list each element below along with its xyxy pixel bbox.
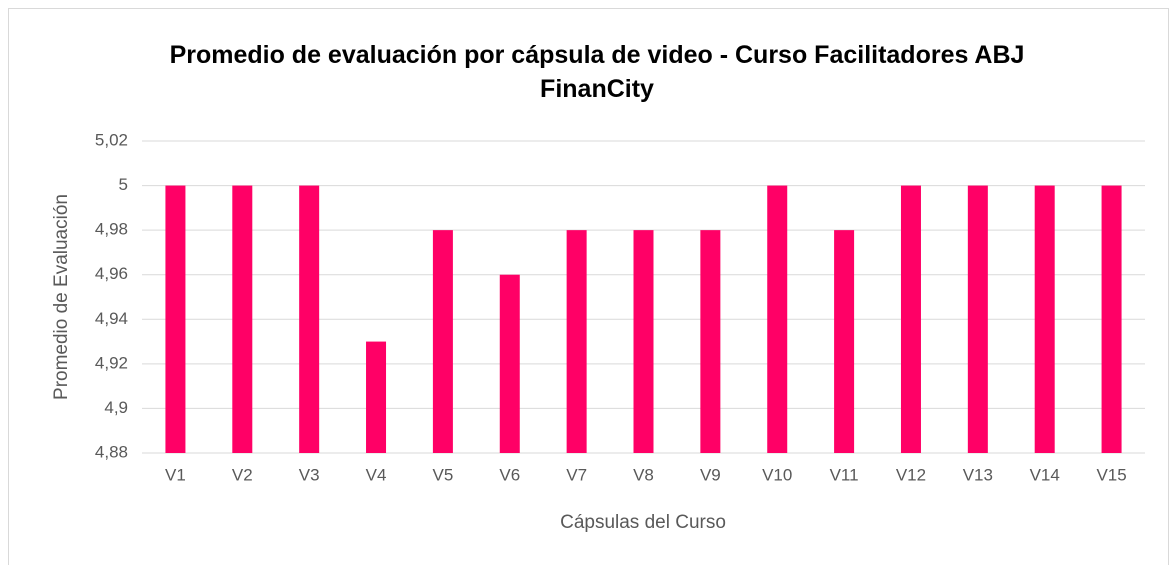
bar — [566, 230, 587, 453]
bar — [165, 185, 186, 454]
x-tick-label: V7 — [566, 465, 587, 484]
y-tick-label: 4,88 — [95, 442, 128, 461]
x-axis-label: Cápsulas del Curso — [560, 512, 726, 533]
x-tick-label: V5 — [433, 465, 454, 484]
bar — [700, 230, 721, 453]
x-tick-label: V1 — [165, 465, 186, 484]
x-tick-label: V2 — [232, 465, 253, 484]
y-tick-label: 4,92 — [95, 353, 128, 372]
bar — [366, 341, 387, 453]
bar — [232, 185, 253, 454]
chart-border — [8, 8, 1169, 565]
x-tick-label: V15 — [1096, 465, 1126, 484]
y-tick-label: 4,9 — [104, 398, 128, 417]
x-tick-label: V4 — [366, 465, 387, 484]
bar — [432, 230, 453, 453]
bar — [1101, 185, 1122, 454]
x-tick-label: V11 — [830, 465, 859, 484]
bar — [834, 230, 855, 453]
bar — [1034, 185, 1055, 454]
bar — [767, 185, 788, 454]
x-tick-label: V6 — [499, 465, 520, 484]
bar — [499, 274, 520, 453]
bar — [299, 185, 320, 454]
y-axis-label: Promedio de Evaluación — [51, 194, 72, 400]
y-tick-label: 4,94 — [95, 309, 128, 328]
x-tick-label: V8 — [633, 465, 654, 484]
y-tick-label: 5,02 — [95, 130, 128, 149]
x-tick-label: V13 — [963, 465, 993, 484]
x-tick-label: V9 — [700, 465, 721, 484]
x-tick-label: V14 — [1030, 465, 1060, 484]
bar — [633, 230, 654, 453]
bar — [967, 185, 988, 454]
bar — [900, 185, 921, 454]
y-tick-label: 4,96 — [95, 264, 128, 283]
chart-title: Promedio de evaluación por cápsula de vi… — [169, 41, 1025, 103]
x-tick-label: V3 — [299, 465, 320, 484]
x-tick-label: V10 — [762, 465, 792, 484]
y-tick-label: 4,98 — [95, 220, 128, 239]
x-tick-label: V12 — [896, 465, 926, 484]
y-tick-label: 5 — [119, 175, 128, 194]
